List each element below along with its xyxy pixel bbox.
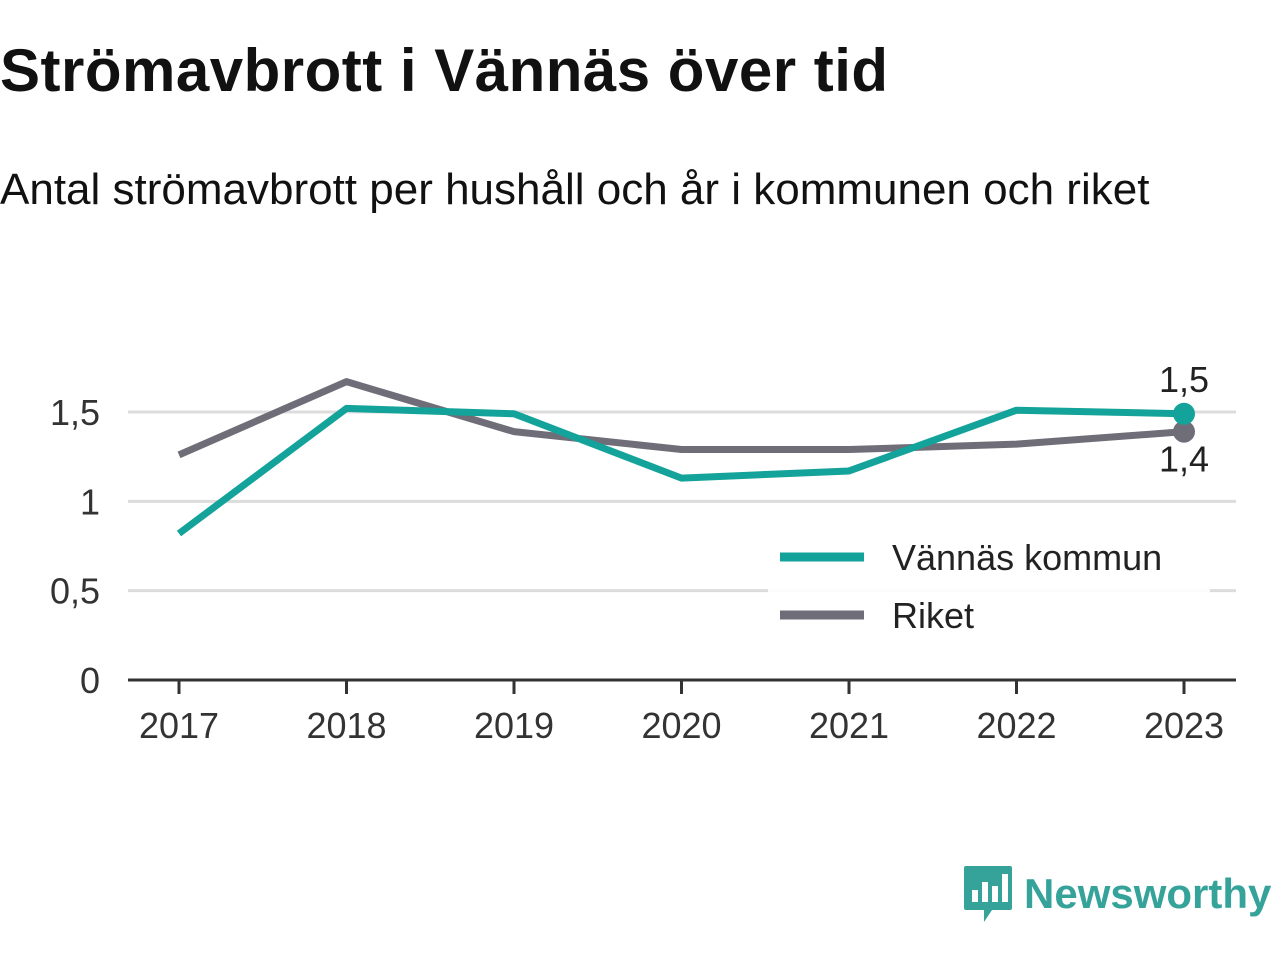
y-tick-label: 1,5 [50, 392, 100, 433]
y-tick-label: 0 [80, 660, 100, 701]
end-label-riket: 1,4 [1159, 439, 1209, 480]
end-point-riket [1173, 420, 1195, 443]
bar-chart-speech-icon [964, 866, 1012, 922]
x-tick-label: 2021 [809, 705, 889, 746]
x-tick-label: 2023 [1144, 705, 1224, 746]
end-label-vannas-kommun: 1,5 [1159, 359, 1209, 400]
series-line-riket [177, 378, 1185, 459]
x-tick-label: 2017 [139, 705, 219, 746]
series-line-vannas-kommun [176, 404, 1185, 537]
newsworthy-logo: Newsworthy [962, 864, 1271, 924]
y-tick-label: 1 [80, 481, 100, 522]
legend-background [768, 530, 1210, 655]
x-tick-label: 2019 [474, 705, 554, 746]
legend-label-vannas-kommun: Vännäs kommun [892, 537, 1162, 578]
chart-subtitle: Antal strömavbrott per hushåll och år i … [0, 165, 1150, 214]
legend-label-riket: Riket [892, 595, 974, 636]
end-point-vannas-kommun [1173, 402, 1195, 425]
x-tick-label: 2022 [976, 705, 1056, 746]
chart-title: Strömavbrott i Vännäs över tid [0, 37, 889, 104]
x-tick-label: 2020 [641, 705, 721, 746]
x-tick-label: 2018 [306, 705, 386, 746]
legend: Vännäs kommun Riket [768, 530, 1210, 655]
y-tick-label: 0,5 [50, 571, 100, 612]
brand-name: Newsworthy [1024, 870, 1272, 917]
